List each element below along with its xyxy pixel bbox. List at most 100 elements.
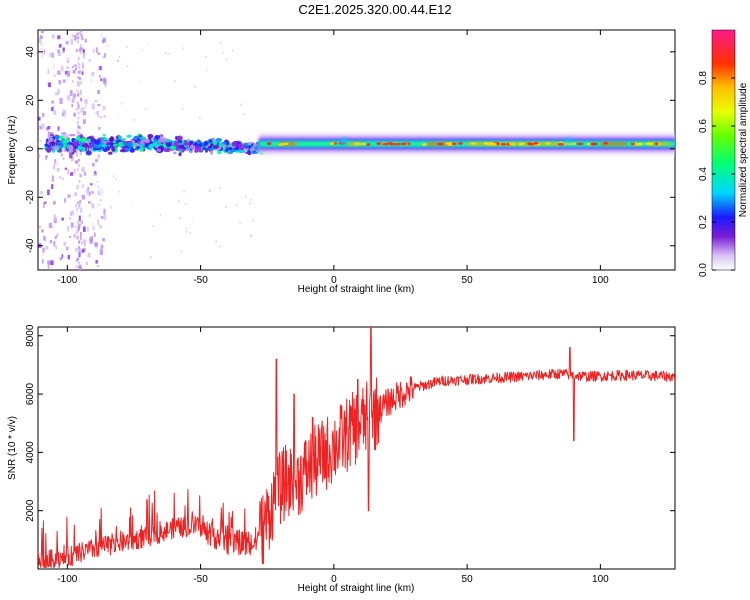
spectrogram-cell-214 [53, 214, 57, 221]
spectrogram-cell-297 [76, 32, 79, 36]
spectrogram-cell-5 [62, 47, 65, 52]
spectrogram-cell-246 [93, 173, 96, 176]
spectrogram-cell-46 [58, 80, 62, 85]
spectrogram-blob-961 [240, 149, 245, 153]
spectrogram-cell-1052 [126, 65, 129, 68]
spectrogram-cell-228 [92, 182, 96, 186]
spectrogram-cell-263 [76, 107, 79, 111]
spectrogram-cell-1005 [242, 101, 244, 104]
spectrogram-ytick-label-4: 40 [25, 46, 36, 58]
spectrogram-cell-1047 [144, 108, 147, 111]
tone-bead-1107 [329, 142, 335, 146]
spectrogram-blob-943 [245, 146, 249, 150]
spectrogram-cell-1010 [240, 103, 242, 106]
spectrogram-blob-989 [138, 143, 145, 147]
spectrogram-cell-1044 [94, 173, 96, 176]
spectrogram-blob-866 [172, 151, 177, 155]
colorbar-gradient [711, 29, 736, 271]
spectrogram-cell-224 [99, 249, 103, 255]
tone-bead-1084 [393, 142, 401, 146]
spectrogram-cell-238 [80, 267, 83, 270]
spectrogram-blob-904 [251, 151, 259, 155]
spectrogram-cell-57 [45, 127, 49, 131]
spectrogram-cell-298 [78, 163, 81, 167]
spectrogram-cell-277 [80, 209, 83, 213]
spectrogram-cell-23 [59, 97, 63, 104]
spectrogram-cell-320 [75, 48, 78, 52]
spectrogram-blob-900 [189, 144, 196, 150]
spectrogram-blob-803 [139, 146, 144, 152]
spectrogram-cell-1041 [205, 55, 208, 58]
spectrogram-cell-11 [64, 167, 68, 170]
spectrogram-cell-36 [54, 92, 59, 96]
spectrogram-cell-155 [40, 139, 42, 143]
spectrogram-cell-1040 [115, 178, 117, 181]
tone-bead-1103 [457, 141, 463, 145]
spectrogram-cell-73 [55, 245, 58, 250]
spectrogram-cell-237 [81, 249, 85, 253]
spectrogram-cell-153 [60, 65, 64, 71]
spectrogram-cell-104 [78, 223, 81, 228]
spectrogram-cell-336 [75, 150, 78, 154]
spectrogram-cell-1017 [133, 118, 136, 121]
spectrogram-blob-975 [183, 141, 190, 146]
spectrogram-cell-296 [77, 57, 80, 61]
spectrogram-cell-21 [54, 159, 57, 165]
spectrogram-cell-293 [76, 201, 79, 205]
spectrogram-cell-1 [82, 226, 86, 232]
spectrogram-xtick-label-1: -50 [193, 275, 208, 286]
spectrogram-cell-1000 [182, 47, 185, 50]
spectrogram-blob-531 [58, 135, 65, 140]
spectrogram-cell-133 [102, 55, 105, 59]
spectrogram-cell-141 [53, 241, 56, 247]
spectrogram-cell-324 [80, 44, 83, 48]
spectrogram-cell-29 [74, 35, 77, 41]
spectrogram-blob-776 [147, 133, 154, 139]
spectrogram-blob-966 [94, 139, 101, 145]
spectrogram-blob-886 [102, 133, 106, 137]
spectrogram-blob-976 [101, 144, 107, 148]
spectrogram-cell-148 [40, 48, 43, 51]
spectrogram-cell-13 [56, 167, 60, 172]
spectrogram-cell-94 [88, 191, 91, 197]
spectrogram-cell-139 [97, 104, 101, 107]
spectrogram-cell-231 [89, 237, 91, 242]
spectrogram-cell-88 [102, 238, 106, 242]
spectrogram-cell-315 [76, 220, 79, 224]
spectrogram-cell-292 [77, 116, 80, 120]
tone-bead-1126 [630, 142, 635, 146]
spectrogram-cell-97 [40, 42, 43, 46]
spectrogram-cell-251 [61, 254, 64, 259]
spectrogram-cell-209 [95, 259, 98, 264]
snr-xlabel: Height of straight line (km) [298, 583, 415, 594]
spectrogram-blob-893 [50, 134, 55, 137]
spectrogram-blob-716 [176, 135, 183, 141]
spectrogram-cell-211 [47, 126, 51, 130]
spectrogram-cell-1042 [189, 231, 192, 234]
spectrogram-blob-977 [223, 144, 227, 149]
spectrogram-cell-210 [38, 143, 41, 146]
spectrogram-blob-658 [85, 150, 92, 156]
spectrogram-cell-282 [80, 241, 83, 245]
spectrogram-blob-970 [82, 147, 86, 152]
spectrogram-cell-258 [47, 260, 51, 265]
spectrogram-cell-1048 [219, 187, 222, 190]
spectrogram-blob-962 [154, 134, 161, 140]
spectrogram-cell-1016 [110, 206, 112, 209]
spectrogram-cell-16 [70, 38, 74, 45]
spectrogram-cell-309 [77, 227, 80, 231]
spectrogram-cell-300 [78, 180, 81, 184]
spectrogram-blob-959 [80, 133, 84, 139]
spectrogram-cell-49 [97, 219, 100, 226]
spectrogram-xtick-label-3: 50 [462, 275, 474, 286]
spectrogram-cell-223 [67, 225, 69, 232]
spectrogram-cell-299 [76, 208, 79, 212]
spectrogram-blob-994 [136, 146, 141, 150]
snr-xtick-label-1: -50 [193, 574, 208, 585]
spectrogram-cell-113 [53, 200, 56, 205]
spectrogram-axes: -100 -50 0 50 100 -40 -20 0 20 40 [25, 30, 675, 286]
spectrogram-cell-1046 [126, 45, 128, 48]
spectrogram-cell-236 [83, 242, 87, 247]
tone-bump-1 [563, 137, 574, 146]
spectrogram-blob-462 [68, 133, 76, 137]
